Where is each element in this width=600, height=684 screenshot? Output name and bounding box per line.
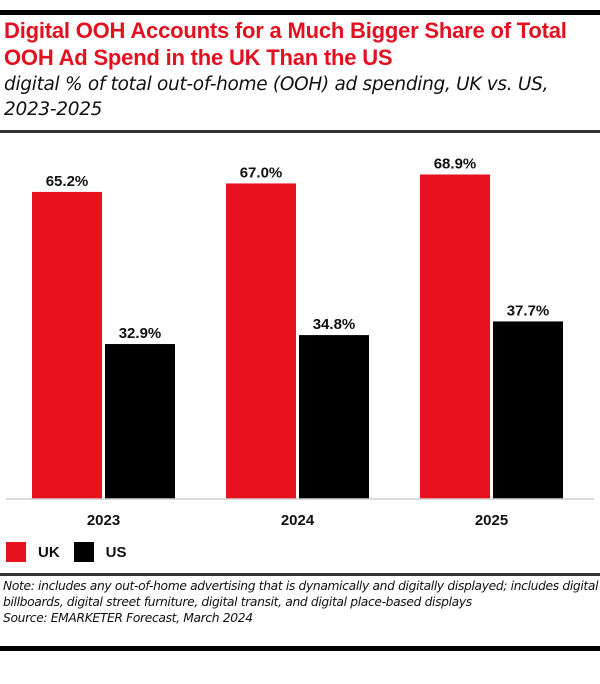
source-text: Source: EMARKETER Forecast, March 2024	[3, 611, 253, 625]
top-rule	[0, 10, 600, 15]
value-label-uk-2023: 65.2%	[46, 173, 89, 190]
bar-us-2023	[105, 344, 175, 499]
footer-notes: Note: includes any out-of-home advertisi…	[3, 578, 599, 626]
value-label-us-2023: 32.9%	[119, 325, 162, 342]
legend-label-us: US	[105, 543, 127, 561]
value-labels-group: 65.2% 32.9% 67.0% 34.8% 68.9% 37.7%	[46, 155, 550, 342]
chart-title: Digital OOH Accounts for a Much Bigger S…	[4, 18, 567, 70]
footer-divider	[0, 573, 600, 576]
category-labels-group: 2023 2024 2025	[87, 512, 508, 529]
legend-label-uk: UK	[38, 543, 60, 561]
bars-group	[32, 174, 563, 499]
legend: UK US	[6, 542, 141, 562]
header-divider	[0, 130, 600, 133]
value-label-uk-2025: 68.9%	[434, 155, 477, 172]
legend-swatch-uk	[6, 542, 26, 562]
chart-subtitle: digital % of total out-of-home (OOH) ad …	[4, 74, 549, 120]
bar-uk-2025	[420, 174, 490, 499]
bar-uk-2024	[226, 183, 296, 499]
bar-uk-2023	[32, 191, 102, 499]
value-label-us-2024: 34.8%	[313, 316, 356, 333]
bottom-rule	[0, 646, 600, 651]
note-text: Note: includes any out-of-home advertisi…	[3, 579, 599, 609]
legend-swatch-us	[73, 542, 94, 562]
category-label-2023: 2023	[87, 512, 120, 529]
bar-us-2024	[299, 335, 369, 499]
bar-us-2025	[493, 321, 563, 499]
bar-chart: 65.2%32.9%67.0%34.8%68.9%37.7% 2023 2024 2…	[6, 155, 594, 529]
category-label-2024: 2024	[281, 512, 315, 529]
value-label-uk-2024: 67.0%	[240, 164, 283, 181]
category-label-2025: 2025	[475, 512, 508, 529]
value-label-us-2025: 37.7%	[507, 302, 550, 319]
